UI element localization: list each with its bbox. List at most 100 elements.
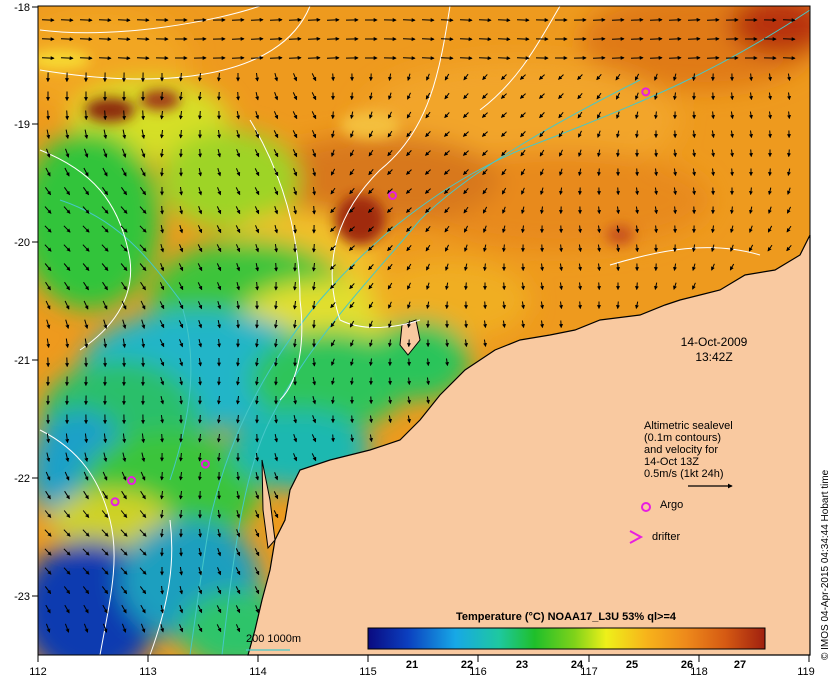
velocity-arrow bbox=[217, 567, 222, 576]
velocity-arrow bbox=[329, 264, 336, 270]
velocity-arrow bbox=[63, 567, 71, 575]
velocity-arrow bbox=[482, 93, 488, 99]
velocity-arrow bbox=[387, 339, 392, 348]
velocity-arrow bbox=[159, 490, 164, 500]
velocity-arrow bbox=[217, 548, 222, 557]
velocity-arrow bbox=[330, 226, 336, 232]
credit-text: © IMOS 04-Apr-2015 04:34:44 Hobart time bbox=[820, 469, 831, 660]
velocity-arrow bbox=[45, 623, 51, 633]
velocity-arrow bbox=[82, 529, 90, 537]
velocity-arrow bbox=[139, 586, 147, 595]
island bbox=[399, 319, 421, 356]
velocity-arrow bbox=[160, 225, 165, 234]
velocity-arrow bbox=[235, 168, 241, 177]
velocity-arrow bbox=[178, 91, 183, 101]
velocity-arrow bbox=[273, 357, 278, 367]
velocity-arrow bbox=[179, 205, 184, 215]
velocity-arrow bbox=[497, 56, 511, 61]
velocity-arrow bbox=[387, 282, 393, 290]
velocity-arrow bbox=[160, 433, 165, 443]
velocity-arrow bbox=[79, 37, 93, 42]
x-axis: 112 113 114 115 116 117 118 119 bbox=[29, 655, 815, 678]
velocity-arrow bbox=[559, 244, 564, 253]
velocity-arrow bbox=[45, 281, 51, 291]
velocity-arrow bbox=[44, 206, 52, 214]
velocity-arrow bbox=[63, 206, 71, 214]
velocity-arrow bbox=[254, 338, 259, 348]
velocity-arrow bbox=[425, 92, 431, 100]
time-label: 13:42Z bbox=[695, 350, 732, 364]
velocity-arrow bbox=[255, 72, 260, 82]
velocity-arrow bbox=[216, 586, 222, 595]
velocity-arrow bbox=[635, 187, 640, 196]
velocity-arrow bbox=[407, 301, 411, 309]
velocity-arrow bbox=[329, 245, 336, 251]
velocity-arrow bbox=[426, 301, 430, 310]
velocity-arrow bbox=[502, 225, 506, 234]
velocity-arrow bbox=[160, 205, 165, 215]
velocity-arrow bbox=[288, 36, 302, 41]
velocity-arrow bbox=[426, 263, 430, 271]
velocity-arrow bbox=[445, 358, 450, 367]
velocity-arrow bbox=[406, 150, 412, 157]
velocity-arrow bbox=[160, 263, 165, 272]
velocity-arrow bbox=[692, 168, 697, 177]
velocity-arrow bbox=[597, 225, 602, 234]
velocity-arrow bbox=[64, 471, 70, 481]
velocity-arrow bbox=[425, 131, 431, 138]
velocity-arrow bbox=[388, 396, 393, 405]
velocity-arrow bbox=[197, 72, 202, 82]
velocity-arrow bbox=[635, 92, 639, 100]
velocity-arrow bbox=[578, 244, 583, 253]
velocity-arrow bbox=[711, 130, 716, 139]
velocity-arrow bbox=[482, 74, 488, 81]
velocity-arrow bbox=[312, 357, 317, 367]
velocity-arrow bbox=[463, 73, 469, 81]
velocity-arrow bbox=[235, 376, 240, 386]
velocity-arrow bbox=[730, 225, 734, 234]
velocity-arrow bbox=[482, 263, 487, 272]
velocity-arrow bbox=[122, 110, 127, 121]
velocity-arrow bbox=[274, 453, 279, 462]
velocity-arrow bbox=[558, 74, 564, 80]
velocity-arrow bbox=[406, 244, 412, 252]
velocity-arrow bbox=[478, 56, 492, 61]
velocity-arrow bbox=[311, 243, 316, 253]
velocity-arrow bbox=[274, 414, 279, 424]
velocity-arrow bbox=[730, 92, 735, 101]
velocity-arrow bbox=[139, 225, 147, 233]
y-tick-label: -22 bbox=[14, 473, 30, 485]
velocity-arrow bbox=[293, 414, 298, 424]
velocity-arrow bbox=[254, 206, 260, 215]
velocity-arrow bbox=[444, 188, 450, 194]
velocity-arrow bbox=[368, 245, 374, 251]
velocity-arrow bbox=[140, 604, 146, 614]
velocity-arrow bbox=[254, 395, 259, 405]
velocity-arrow bbox=[44, 263, 52, 272]
velocity-arrow bbox=[120, 586, 128, 595]
velocity-arrow bbox=[459, 18, 473, 23]
velocity-arrow bbox=[311, 130, 317, 139]
velocity-arrow bbox=[369, 339, 373, 348]
velocity-arrow bbox=[444, 112, 450, 119]
velocity-arrow bbox=[139, 548, 147, 556]
velocity-arrow bbox=[292, 111, 298, 120]
velocity-arrow bbox=[64, 604, 70, 614]
velocity-arrow bbox=[179, 358, 184, 367]
velocity-arrow bbox=[654, 149, 659, 158]
velocity-arrow bbox=[649, 17, 663, 22]
velocity-arrow bbox=[500, 112, 507, 118]
velocity-arrow bbox=[634, 282, 639, 291]
velocity-arrow bbox=[197, 244, 203, 253]
velocity-arrow bbox=[273, 149, 279, 158]
velocity-arrow bbox=[687, 36, 701, 41]
velocity-arrow bbox=[425, 225, 431, 233]
velocity-arrow bbox=[179, 395, 184, 405]
velocity-arrow bbox=[44, 244, 52, 252]
velocity-arrow bbox=[311, 92, 317, 101]
velocity-arrow bbox=[369, 111, 373, 119]
velocity-arrow bbox=[786, 206, 792, 214]
velocity-arrow bbox=[481, 131, 488, 137]
velocity-arrow bbox=[330, 339, 336, 347]
velocity-arrow bbox=[540, 187, 544, 196]
